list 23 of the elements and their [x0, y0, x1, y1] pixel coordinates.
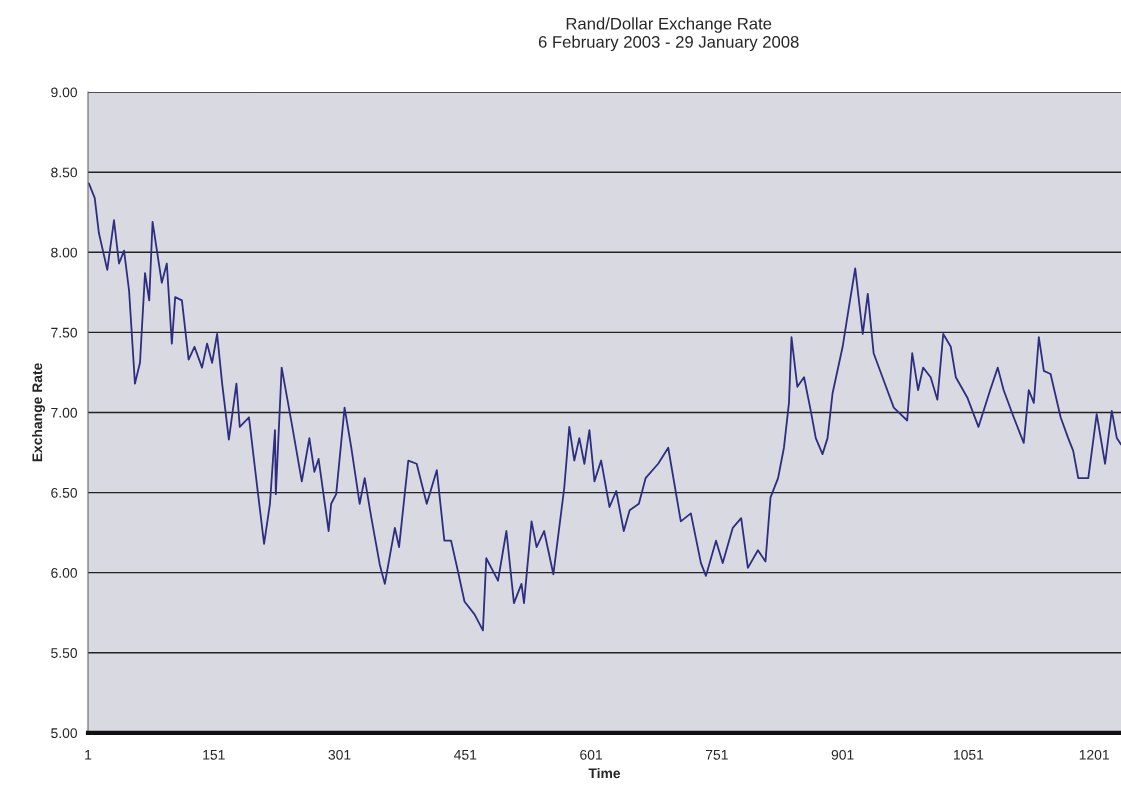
x-tick-label: 151 — [203, 750, 225, 760]
y-tick-label: 6.50 — [51, 487, 78, 498]
x-tick-label: 1201 — [1079, 749, 1109, 760]
y-tick-label: 8.00 — [51, 247, 78, 258]
x-tick-label: 301 — [328, 749, 351, 760]
y-tick-label: 5.50 — [51, 648, 78, 658]
y-tick-label: 7.50 — [51, 327, 78, 338]
y-tick-label: 8.50 — [51, 167, 78, 178]
chart-subtitle: 6 February 2003 - 29 January 2008 — [538, 35, 799, 52]
x-axis-title: Time — [588, 768, 621, 779]
y-tick-label: 9.00 — [51, 87, 78, 98]
y-tick-label: 7.00 — [51, 407, 78, 418]
chart-title: Rand/Dollar Exchange Rate — [566, 17, 772, 33]
x-tick-label: 901 — [831, 749, 854, 760]
x-tick-label: 1051 — [954, 749, 984, 760]
y-tick-label: 6.00 — [51, 568, 78, 578]
x-tick-label: 451 — [454, 750, 477, 760]
x-tick-label: 601 — [580, 749, 602, 760]
x-tick-label: 1 — [85, 750, 92, 760]
line-series — [88, 182, 1121, 632]
y-tick-label: 5.00 — [51, 728, 78, 739]
x-tick-label: 751 — [705, 750, 728, 760]
y-axis-title: Exchange Rate — [31, 363, 45, 462]
